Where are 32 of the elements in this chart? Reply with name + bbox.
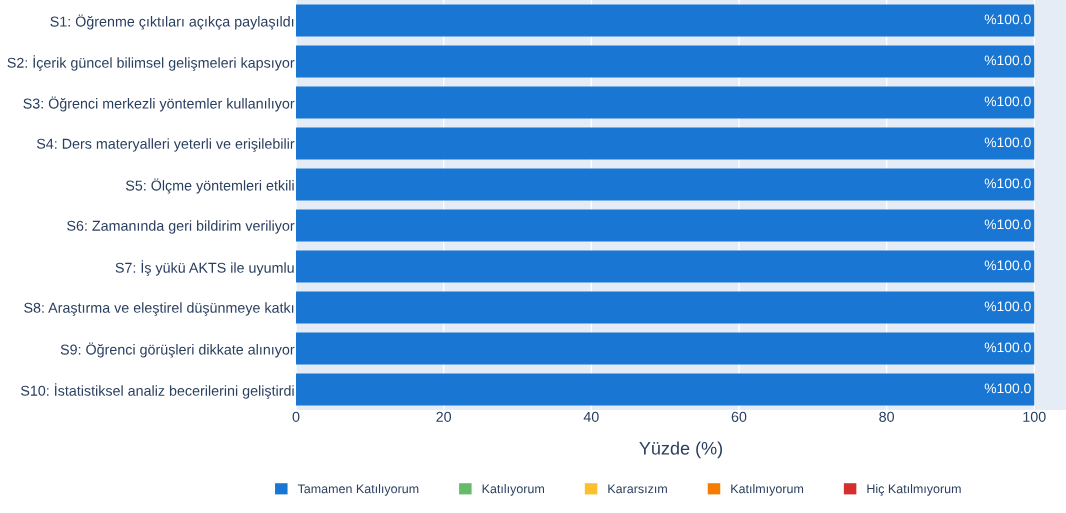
x-tick-label: 0 (292, 411, 300, 422)
data-label: %100.0 (984, 14, 1031, 25)
x-axis-title: Yüzde (%) (639, 441, 723, 459)
data-label: %100.0 (984, 342, 1031, 353)
data-label: %100.0 (984, 137, 1031, 148)
y-tick-label: S5: Ölçme yöntemleri etkili (125, 178, 294, 194)
x-tick-label: 80 (879, 411, 894, 422)
data-label: %100.0 (984, 96, 1031, 107)
x-tick-label: 60 (731, 411, 747, 422)
x-tick-label: 100 (1023, 411, 1046, 422)
legend-label: Katılmıyorum (731, 484, 804, 496)
legend-label: Hiç Katılmıyorum (867, 484, 961, 496)
legend-label: Katılıyorum (482, 484, 544, 496)
y-tick-label: S6: Zamanında geri bildirim veriliyor (67, 220, 295, 234)
data-label: %100.0 (984, 219, 1031, 230)
data-label: %100.0 (984, 55, 1031, 66)
legend-label: Kararsızım (608, 484, 667, 494)
y-tick-label: S2: İçerik güncel bilimsel gelişmeleri kapsıyor (7, 55, 295, 71)
data-label: %100.0 (984, 178, 1031, 189)
y-tick-label: S3: Öğrenci merkezli yöntemler kullanılıyor (23, 96, 295, 112)
data-label: %100.0 (984, 301, 1031, 312)
y-tick-label: S9: Öğrenci görüşleri dikkate alınıyor (60, 342, 295, 358)
y-tick-label: S8: Araştırma ve eleştirel düşünmeye katkı (24, 302, 294, 316)
legend-label: Tamamen Katılıyorum (297, 484, 419, 496)
x-tick-label: 40 (583, 411, 599, 422)
y-tick-label: S10: İstatistiksel analiz becerilerini geliştirdi (20, 383, 294, 399)
x-tick-label: 20 (436, 411, 452, 422)
y-tick-label: S7: İş yükü AKTS ile uyumlu (115, 260, 294, 276)
data-label: %100.0 (984, 260, 1031, 271)
y-tick-label: S1: Öğrenme çıktıları açıkça paylaşıldı (50, 14, 294, 30)
data-label: %100.0 (984, 383, 1031, 394)
y-tick-label: S4: Ders materyalleri yeterli ve erişilebilir (36, 138, 295, 152)
